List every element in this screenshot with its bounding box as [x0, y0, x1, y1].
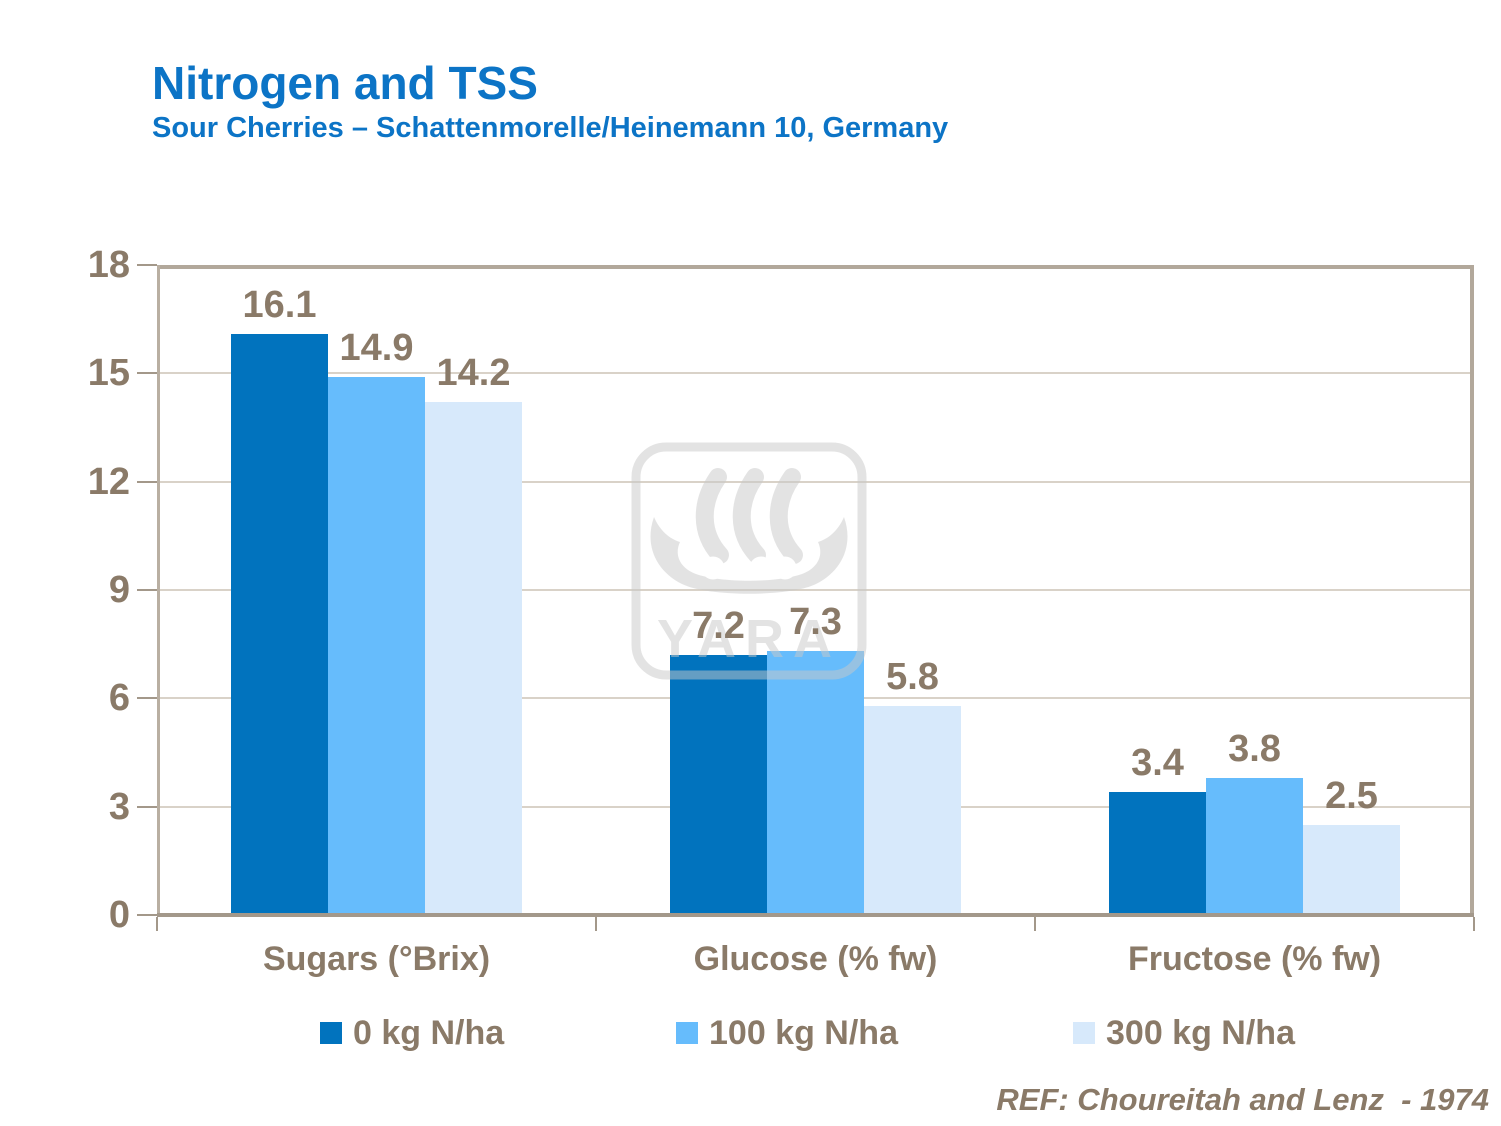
- y-tick-label-9: 9: [108, 569, 130, 611]
- value-label-300-kg-N/ha-cat2: 2.5: [1325, 775, 1378, 817]
- bar-0-kg-N/ha-cat0: [231, 334, 328, 913]
- y-axis-line: [157, 265, 160, 915]
- bar-300-kg-N/ha-cat0: [425, 402, 522, 913]
- legend-label-1: 100 kg N/ha: [709, 1013, 898, 1052]
- gridline-15: [160, 372, 1471, 375]
- x-axis-line: [157, 913, 1474, 917]
- category-label-0: Sugars (°Brix): [262, 940, 491, 978]
- x-boundary-tick-0: [156, 917, 158, 931]
- page-title: Nitrogen and TSS: [152, 57, 538, 109]
- legend-marker-1: [676, 1022, 698, 1044]
- legend-item-100-kg-N/ha: 100 kg N/ha: [676, 1010, 898, 1056]
- watermark-frame: [631, 442, 867, 680]
- y-tick-label-18: 18: [87, 244, 130, 286]
- legend-item-0-kg-N/ha: 0 kg N/ha: [320, 1010, 504, 1056]
- x-boundary-tick-3: [1473, 917, 1475, 931]
- bar-0-kg-N/ha-cat1: [670, 655, 767, 913]
- legend-item-300-kg-N/ha: 300 kg N/ha: [1073, 1010, 1295, 1056]
- legend-marker-0: [320, 1022, 342, 1044]
- value-label-300-kg-N/ha-cat1: 5.8: [886, 656, 939, 698]
- y-tick-15: [137, 372, 157, 375]
- bar-100-kg-N/ha-cat2: [1206, 778, 1303, 913]
- category-label-1: Glucose (% fw): [693, 940, 938, 978]
- legend-label-0: 0 kg N/ha: [353, 1013, 505, 1052]
- ship-sails-icon: [695, 468, 803, 564]
- bar-100-kg-N/ha-cat1: [767, 651, 864, 913]
- gridline-9: [160, 589, 1471, 591]
- value-label-300-kg-N/ha-cat0: 14.2: [436, 352, 511, 394]
- ship-shields-icon: [701, 556, 797, 580]
- y-tick-label-3: 3: [108, 785, 130, 828]
- y-tick-6: [137, 697, 157, 700]
- page-subtitle: Sour Cherries – Schattenmorelle/Heineman…: [152, 112, 949, 144]
- bar-300-kg-N/ha-cat2: [1303, 825, 1400, 913]
- y-tick-12: [137, 480, 157, 483]
- y-tick-label-12: 12: [87, 460, 130, 503]
- y-tick-label-15: 15: [87, 352, 130, 395]
- y-tick-3: [137, 805, 157, 808]
- legend-label-2: 300 kg N/ha: [1106, 1013, 1295, 1052]
- watermark-text: YARA: [657, 609, 841, 669]
- y-tick-label-6: 6: [108, 677, 130, 720]
- category-label-2: Fructose (% fw): [1127, 940, 1382, 978]
- bar-100-kg-N/ha-cat0: [328, 377, 425, 913]
- y-tick-18: [137, 264, 157, 266]
- value-label-100-kg-N/ha-cat2: 3.8: [1228, 728, 1281, 770]
- y-tick-0: [137, 914, 157, 916]
- gridline-12: [160, 480, 1471, 483]
- legend-marker-2: [1073, 1022, 1095, 1044]
- value-label-0-kg-N/ha-cat2: 3.4: [1131, 742, 1184, 784]
- y-tick-9: [137, 589, 157, 591]
- x-boundary-tick-2: [1034, 917, 1036, 931]
- plot-frame-top: [157, 265, 1474, 269]
- value-label-100-kg-N/ha-cat0: 14.9: [339, 327, 414, 369]
- bar-300-kg-N/ha-cat1: [864, 706, 961, 913]
- y-tick-label-0: 0: [108, 894, 130, 936]
- bar-0-kg-N/ha-cat2: [1109, 792, 1206, 913]
- plot-frame-right: [1470, 265, 1474, 915]
- value-label-100-kg-N/ha-cat1: 7.3: [789, 601, 842, 643]
- x-boundary-tick-1: [595, 917, 597, 931]
- yara-viking-ship-logo: YARA: [631, 442, 867, 680]
- reference-text: REF: Choureitah and Lenz - 1974: [996, 1082, 1489, 1117]
- value-label-0-kg-N/ha-cat0: 16.1: [242, 284, 317, 326]
- value-label-0-kg-N/ha-cat1: 7.2: [692, 605, 745, 647]
